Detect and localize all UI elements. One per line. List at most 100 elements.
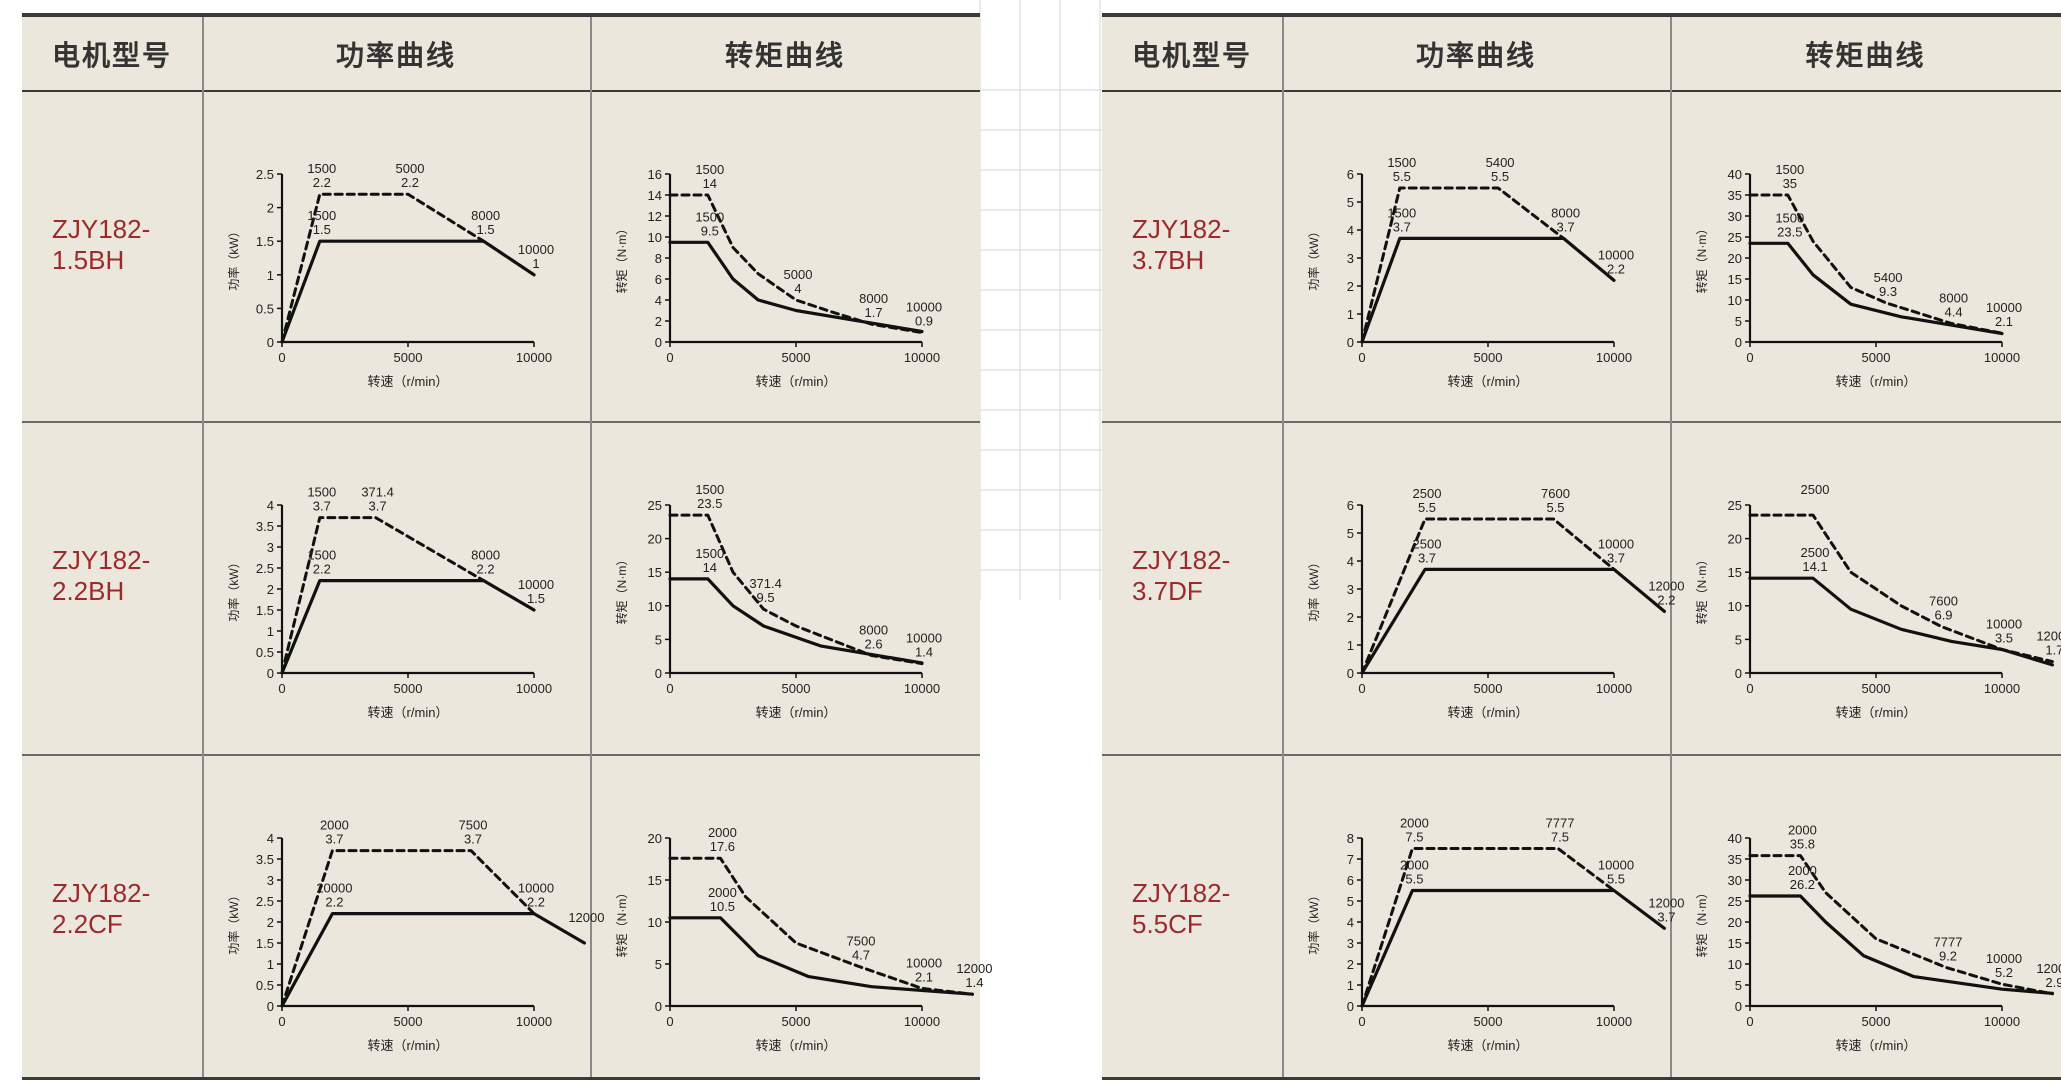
y-tick-label: 3 <box>1347 251 1354 266</box>
x-tick-label: 10000 <box>516 681 552 696</box>
y-tick-label: 1.5 <box>256 936 274 951</box>
rated-power-line <box>1360 236 1616 344</box>
y-tick-label: 0 <box>655 999 662 1014</box>
point-value-label: 1 <box>532 256 539 271</box>
x-tick-label: 10000 <box>904 350 940 365</box>
point-value-label: 3.7 <box>325 832 343 847</box>
x-tick-label: 5000 <box>782 350 811 365</box>
motor-model-line2: 3.7DF <box>1132 576 1203 606</box>
point-speed-label: 1500 <box>1387 155 1416 170</box>
point-value-label: 9.5 <box>757 590 775 605</box>
point-speed-label: 10000 <box>906 300 942 315</box>
y-axis-label: 功率（kW） <box>226 889 241 954</box>
y-tick-label: 3 <box>267 873 274 888</box>
point-speed-label: 10000 <box>906 955 942 970</box>
point-value-label: 1.7 <box>865 305 883 320</box>
x-tick-label: 5000 <box>394 350 423 365</box>
y-tick-label: 1.5 <box>256 234 274 249</box>
point-value-label: 14 <box>703 560 717 575</box>
point-value-label: 26.2 <box>1790 877 1815 892</box>
x-tick-label: 5000 <box>1474 350 1503 365</box>
point-value-label: 2.2 <box>477 562 495 577</box>
point-speed-label: 10000 <box>518 881 554 896</box>
y-tick-label: 3.5 <box>256 852 274 867</box>
x-axis-label: 转速（r/min） <box>1448 1038 1529 1053</box>
point-speed-label: 1500 <box>695 482 724 497</box>
y-axis-label: 功率（kW） <box>226 556 241 621</box>
y-tick-label: 25 <box>1728 498 1742 513</box>
y-tick-label: 15 <box>648 565 662 580</box>
point-speed-label: 8000 <box>1939 291 1968 306</box>
x-axis-label: 转速（r/min） <box>1448 705 1529 720</box>
point-value-label: 23.5 <box>1777 224 1802 239</box>
spec-table-right: 电机型号 功率曲线 转矩曲线 ZJY182- 3.7BH 0 1 2 3 4 5 6 0 5000 1… <box>1102 13 2061 1080</box>
y-axis-label: 转矩（N·m） <box>1694 554 1709 625</box>
x-tick-label: 0 <box>278 681 285 696</box>
y-tick-label: 2 <box>655 314 662 329</box>
point-value-label: 4.4 <box>1945 305 1963 320</box>
row-divider <box>22 754 980 756</box>
y-axis-label: 转矩（N·m） <box>614 223 629 294</box>
x-tick-label: 5000 <box>1474 1014 1503 1029</box>
x-tick-label: 5000 <box>1862 681 1891 696</box>
point-value-label: 7.5 <box>1405 830 1423 845</box>
motor-model: ZJY182- 5.5CF <box>1102 878 1282 940</box>
power-curve-cell: 0 0.5 1 1.5 2 2.5 3 3.5 4 0 5000 10000 转速（r/min） 功率（k… <box>204 758 604 1085</box>
x-axis-label: 转速（r/min） <box>1448 374 1529 389</box>
y-tick-label: 0 <box>1347 335 1354 350</box>
point-value-label: 2.2 <box>1607 261 1625 276</box>
point-speed-label: 2500 <box>1801 545 1830 560</box>
point-value-label: 1.5 <box>527 591 545 606</box>
motor-model-line1: ZJY182- <box>1132 545 1231 575</box>
y-tick-label: 20 <box>648 532 662 547</box>
y-tick-label: 40 <box>1728 831 1742 846</box>
torque-curve-cell: 0 5 10 15 20 0 5000 10000 转速（r/min） 转矩（N·m） 2000 17… <box>592 758 992 1085</box>
point-speed-label: 1500 <box>695 546 724 561</box>
motor-model-line1: ZJY182- <box>1132 214 1231 244</box>
point-speed-label: 1500 <box>307 485 336 500</box>
y-tick-label: 1 <box>1347 978 1354 993</box>
y-tick-label: 6 <box>1347 873 1354 888</box>
rated-power-line <box>1360 888 1666 1008</box>
y-tick-label: 3 <box>1347 936 1354 951</box>
y-tick-label: 1.5 <box>256 603 274 618</box>
torque-curve-cell: 0 2 4 6 8 10 12 14 16 0 5000 10000 转速（r/min） 转矩（N·m） 1… <box>592 94 980 421</box>
y-tick-label: 10 <box>1728 957 1742 972</box>
motor-model: ZJY182- 3.7DF <box>1102 545 1282 607</box>
point-value-label: 3.5 <box>1995 630 2013 645</box>
spec-table-left: 电机型号 功率曲线 转矩曲线 ZJY182- 1.5BH 0 0.5 1 1.5 2 2.5 0… <box>22 13 992 1080</box>
torque-curve-chart: 0 2 4 6 8 10 12 14 16 0 5000 10000 转速（r/min） 转矩（N·m） 1… <box>614 162 942 389</box>
peak-torque-line <box>1748 193 2004 335</box>
y-tick-label: 2 <box>1347 957 1354 972</box>
x-tick-label: 5000 <box>1474 681 1503 696</box>
y-tick-label: 5 <box>655 957 662 972</box>
torque-curve-cell: 0 5 10 15 20 25 0 5000 10000 转速（r/min） 转矩（N·m） 2500… <box>1672 425 2061 752</box>
x-tick-label: 10000 <box>1596 1014 1632 1029</box>
y-tick-label: 1 <box>267 957 274 972</box>
x-tick-label: 10000 <box>904 1014 940 1029</box>
torque-curve-chart: 0 5 10 15 20 25 0 5000 10000 转速（r/min） 转矩（N·m） 1500… <box>614 482 942 720</box>
x-tick-label: 0 <box>666 350 673 365</box>
point-value-label: 1.5 <box>313 222 331 237</box>
y-tick-label: 4 <box>267 498 274 513</box>
point-value-label: 5.5 <box>1607 872 1625 887</box>
power-curve-cell: 0 1 2 3 4 5 6 0 5000 10000 转速（r/min） 功率（kW） 1500 5.5 5… <box>1284 94 1672 421</box>
power-curve-chart: 0 0.5 1 1.5 2 2.5 3 3.5 4 0 5000 10000 转速（r/min） 功率（k… <box>226 485 554 720</box>
x-tick-label: 0 <box>1358 681 1365 696</box>
point-value-label: 14 <box>703 176 717 191</box>
y-tick-label: 2.5 <box>256 561 274 576</box>
point-speed-label: 371.4 <box>361 485 394 500</box>
point-speed-label: 2000 <box>1788 823 1817 838</box>
x-tick-label: 5000 <box>1862 350 1891 365</box>
point-speed-label: 8000 <box>859 623 888 638</box>
y-tick-label: 30 <box>1728 873 1742 888</box>
x-tick-label: 5000 <box>1862 1014 1891 1029</box>
motor-model-line1: ZJY182- <box>52 878 151 908</box>
y-tick-label: 0 <box>655 335 662 350</box>
point-value-label: 3.7 <box>313 499 331 514</box>
header-power-curve: 功率曲线 <box>335 38 456 72</box>
point-speed-label: 12000 <box>2036 629 2061 644</box>
motor-model: ZJY182- 2.2CF <box>22 878 202 940</box>
